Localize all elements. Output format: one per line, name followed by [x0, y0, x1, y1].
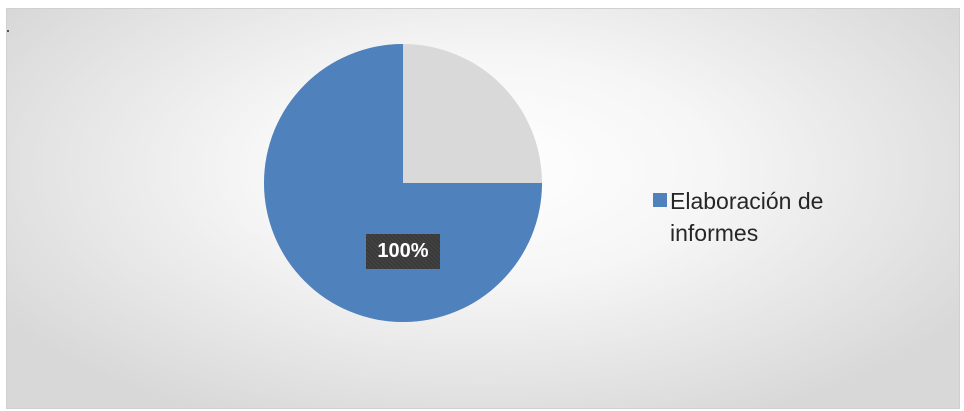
pie-slice: [264, 44, 542, 322]
legend-swatch: [653, 193, 667, 207]
pie-chart: [264, 44, 542, 322]
data-label: 100%: [366, 234, 440, 269]
legend-label: Elaboración de informes: [670, 188, 824, 246]
chart-area: 100% Elaboración de informes: [6, 8, 960, 409]
legend: Elaboración de informes: [653, 185, 853, 249]
speck-mark: [7, 30, 9, 32]
